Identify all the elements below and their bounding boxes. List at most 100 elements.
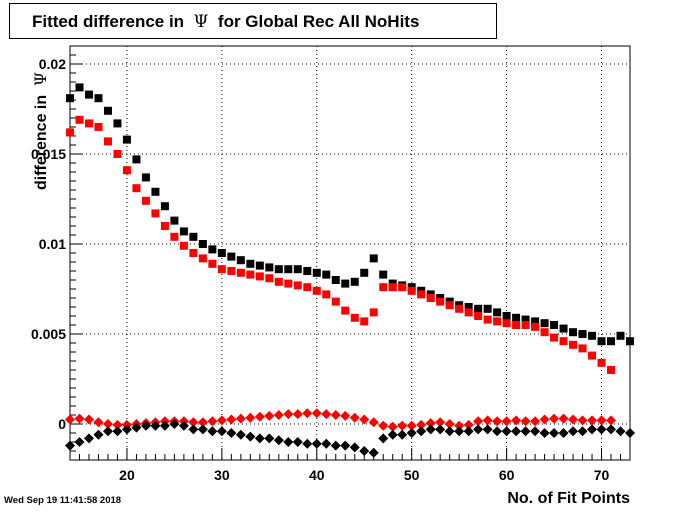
data-point-square [66,94,74,103]
data-point-diamond [387,421,398,432]
data-point-square [493,317,502,326]
data-point-diamond [482,415,493,426]
data-point-square [293,265,302,274]
series-4 [65,419,635,458]
data-point-square [170,232,179,241]
data-point-diamond [387,429,398,440]
data-point-square [75,115,84,124]
x-tick-label: 60 [499,467,515,483]
grid-lines [70,46,630,460]
data-point-diamond [349,412,360,423]
data-point-square [312,286,321,295]
data-point-square [588,351,597,360]
data-point-square [502,312,511,320]
data-point-square [626,337,634,346]
data-point-diamond [311,408,322,419]
data-point-square [312,268,321,277]
data-point-square [303,267,312,275]
data-point-diamond [587,415,598,426]
data-point-square [103,106,112,115]
data-point-square [217,265,226,274]
data-point-square [616,331,625,340]
data-point-diamond [406,420,417,431]
data-point-square [445,301,454,310]
data-point-square [483,304,492,313]
data-point-diamond [539,414,550,425]
data-point-diamond [226,428,237,438]
data-point-diamond [530,426,541,437]
data-point-square [274,277,283,286]
data-point-diamond [454,426,465,437]
plot-frame [69,45,631,461]
data-point-square [151,209,160,218]
data-point-diamond [159,420,170,431]
data-point-square [550,321,559,329]
data-point-diamond [340,440,351,451]
data-point-diamond [112,419,123,430]
y-tick-label: 0.01 [39,236,66,252]
data-point-diamond [568,426,579,437]
data-point-square [597,358,606,367]
data-point-diamond [492,416,503,427]
y-tick-label: 0.015 [31,146,66,162]
data-point-square [578,330,587,338]
data-point-square [322,270,331,279]
data-point-square [94,94,103,103]
x-tick-label: 70 [594,467,610,483]
chart-title-prefix: Fitted difference in [32,12,185,31]
data-point-square [322,290,331,299]
data-point-diamond [226,414,237,425]
data-point-square [208,259,217,268]
data-point-square [66,128,74,137]
data-point-diamond [235,413,246,424]
data-point-diamond [131,422,142,433]
data-point-square [540,319,549,328]
data-markers [65,83,635,458]
psi-symbol: Ψ [193,12,209,32]
data-point-diamond [368,417,379,428]
data-point-diamond [188,424,199,435]
data-point-diamond [454,420,465,431]
data-point-diamond [330,410,341,420]
data-point-diamond [549,428,560,438]
data-point-square [369,308,378,317]
data-point-square [559,337,568,346]
series-2 [66,115,616,374]
data-point-square [331,297,340,306]
y-axis-psi-symbol: Ψ [31,71,50,86]
data-point-square [255,261,264,270]
data-point-diamond [520,416,531,427]
data-point-square [512,321,521,329]
data-point-diamond [330,440,341,451]
data-point-square [293,281,302,290]
data-point-square [426,294,435,302]
data-point-square [122,135,131,144]
data-point-square [350,277,359,286]
data-point-diamond [501,426,512,437]
data-point-diamond [321,438,332,449]
data-point-square [493,308,502,317]
data-point-diamond [378,420,389,431]
data-point-square [198,240,207,248]
data-point-square [379,270,388,279]
data-point-square [360,268,369,277]
data-point-square [246,259,255,268]
y-tick-label: 0.005 [31,326,66,342]
data-point-diamond [65,440,75,451]
data-point-diamond [520,426,531,437]
data-point-square [360,317,369,326]
data-point-diamond [530,416,541,427]
data-point-diamond [444,419,455,429]
data-point-square [531,317,540,326]
data-point-square [113,119,122,128]
data-point-square [284,279,293,288]
data-point-diamond [178,420,189,431]
y-axis-label: difference in Ψ [31,72,51,190]
data-point-diamond [340,410,351,421]
data-point-diamond [577,415,588,426]
data-point-diamond [625,428,635,438]
data-point-square [578,344,587,353]
data-point-square [455,304,464,313]
data-point-square [255,272,264,281]
data-point-diamond [473,416,484,427]
